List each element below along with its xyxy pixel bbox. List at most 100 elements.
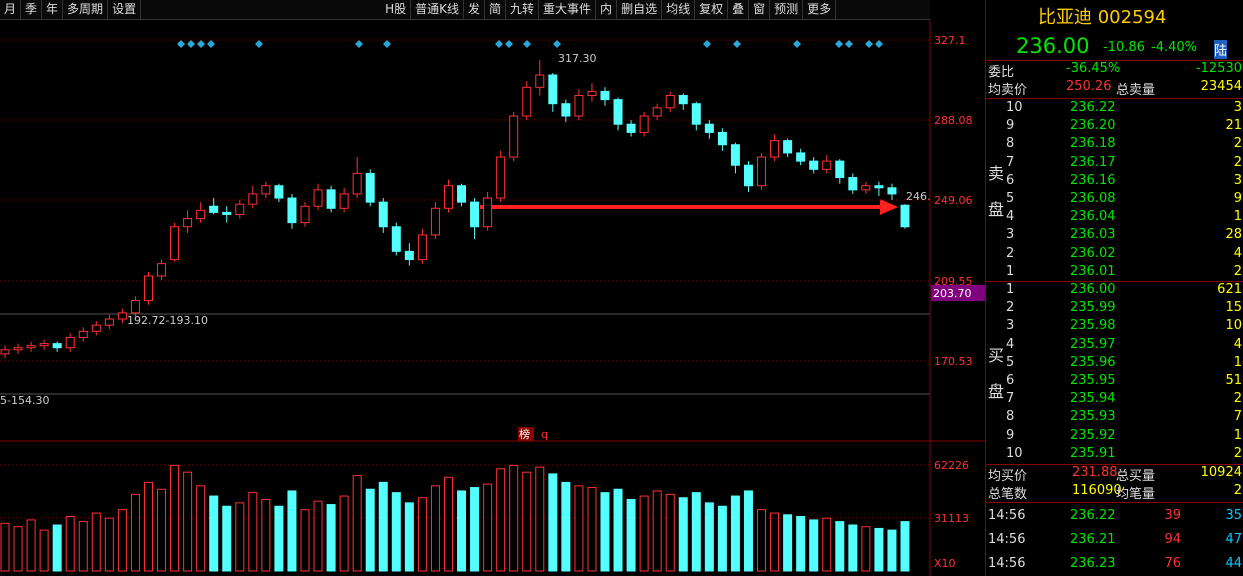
candle-body [509,115,519,158]
label: 委比 [988,65,1015,80]
tool-button[interactable]: 月 [0,0,22,19]
volume-bar [796,515,806,572]
candle-body [209,205,219,213]
level-volume: 7 [1233,409,1242,425]
label: 均卖价 [988,83,1028,98]
volume-bar [378,481,388,572]
candle-body [352,172,362,195]
level-price: 235.93 [1070,409,1116,425]
tool-button[interactable]: 普通K线 [411,0,464,19]
candle-body [809,160,819,170]
side-label: 盘 [988,382,1005,401]
candle-body [91,324,101,332]
tool-button[interactable]: 年 [42,0,64,19]
tool-button[interactable]: H股 [381,0,412,19]
volume-bar [91,512,101,572]
tool-button[interactable]: 内 [596,0,618,19]
candle-body [430,207,440,236]
trade-count: 47 [1225,532,1242,547]
candle-body [287,197,297,224]
volume-bar [52,524,62,572]
badge [518,427,534,441]
level: 1 [1006,263,1015,279]
volume-bar [248,492,258,572]
level-volume: 4 [1233,245,1242,261]
level: 2 [1006,300,1015,316]
level-price: 235.94 [1070,391,1116,407]
volume-bar [783,514,793,572]
low-label: 5-154.30 [0,394,49,407]
candle-body [248,193,258,205]
candle-body [143,275,153,302]
level-price: 236.02 [1070,245,1116,261]
volume-bar [261,498,271,572]
value: 23454 [1200,79,1242,94]
volume-tick-label: 62226 [934,459,969,472]
label: 总买量 [1116,469,1156,484]
y-tick-label: 327.1 [934,34,966,47]
tool-button[interactable]: 发 [464,0,485,19]
volume-bar [339,495,349,572]
tool-button[interactable]: 复权 [695,0,729,19]
trade-volume: 39 [1164,508,1181,523]
candle-body [183,218,193,228]
trade-price: 236.22 [1070,508,1116,523]
level: 10 [1006,100,1023,115]
change-pct: -4.40% [1151,40,1197,55]
tool-button[interactable]: 窗 [749,0,771,19]
tool-button[interactable]: 多周期 [63,0,109,19]
tool-button[interactable]: 九转 [506,0,540,19]
volume-bar [183,471,193,572]
level-volume: 2 [1233,391,1242,407]
tool-button[interactable]: 简 [485,0,507,19]
divider [986,60,1243,61]
level-volume: 28 [1225,227,1242,243]
candle-body [822,160,832,170]
level-volume: 3 [1233,100,1242,115]
volume-bar [861,526,871,572]
candle-body [443,185,453,209]
volume-bar [757,509,767,572]
tool-button[interactable]: 预测 [770,0,804,19]
volume-bar [561,481,571,572]
scale-label: X10 [934,557,956,570]
tool-button[interactable]: 设置 [108,0,142,19]
trade-count: 35 [1225,508,1242,523]
candle-body [848,177,858,191]
level-volume: 2 [1233,136,1242,152]
tool-button[interactable]: 叠 [728,0,750,19]
candle-body [561,103,571,117]
level-volume: 9 [1233,191,1242,206]
value: -12530 [1195,61,1242,76]
candle-body [730,144,740,166]
level-price: 236.20 [1070,118,1116,134]
volume-bar [404,502,414,572]
volume-bar [443,476,453,572]
candle-body [691,103,701,125]
toolbar: 月季年多周期 设置 H股 普通K线发简九转 重大事件内删自选 均线 复权叠窗预测 更多 [0,0,930,20]
volume-bar [535,466,545,572]
y-tick-label: 170.53 [934,355,973,368]
level-volume: 1 [1233,354,1242,370]
tool-button[interactable]: 更多 [803,0,837,19]
candle-body [391,226,401,252]
q-label: q [541,428,548,441]
candle-body [900,204,910,228]
level-price: 235.92 [1070,427,1116,443]
level-volume: 1 [1233,209,1242,225]
candle-body [157,263,167,277]
candle-body [39,343,49,347]
volume-bar [809,519,819,572]
trade-volume: 94 [1164,532,1181,547]
volume-bar [730,495,740,572]
tool-button[interactable]: 重大事件 [539,0,597,19]
level-volume: 51 [1225,373,1242,388]
candle-body [626,123,636,133]
tool-button[interactable]: 季 [21,0,43,19]
tool-button[interactable]: 删自选 [617,0,663,19]
candle-body [665,95,675,109]
level: 2 [1006,245,1015,261]
tool-button[interactable]: 均线 [662,0,696,19]
level: 8 [1006,409,1015,425]
